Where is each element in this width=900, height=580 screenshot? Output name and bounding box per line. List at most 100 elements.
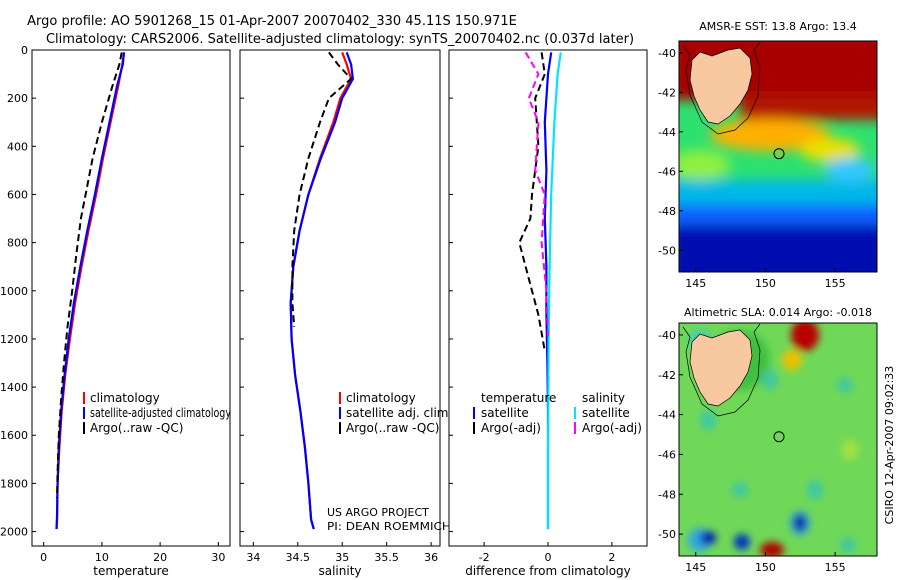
legend-label-satellite: satellite-adjusted climatology [90,406,231,420]
legend-label-argo: Argo(..raw -QC) [346,421,439,435]
credit-pi: PI: DEAN ROEMMICH [327,520,451,533]
x-tick-label: 0 [545,551,552,564]
x-tick-label: 34 [246,551,260,564]
temperature-x-label: temperature [93,564,168,578]
legend-label-argo: Argo(..raw -QC) [90,421,183,435]
sst-lat-axis: -40 -42 -44 -46 -48 -50 [658,47,683,257]
difference-x-label: difference from climatology [465,564,631,578]
sla-map-panel: Altimetric SLA: 0.014 Argo: -0.018 [658,306,878,574]
y-tick-label: 1600 [0,429,28,442]
lon-tick-label: 150 [755,277,776,290]
sla-map-frame [678,322,878,557]
sst-map-title: AMSR-E SST: 13.8 Argo: 13.4 [699,20,857,33]
sst-lon-axis: 145 150 155 [685,268,846,290]
lon-tick-label: 145 [685,561,706,574]
lon-tick-label: 145 [685,277,706,290]
x-tick-label: 10 [95,551,109,564]
lat-tick-label: -50 [658,528,676,541]
legend-label-climatology: climatology [90,391,160,405]
figure-title-line1: Argo profile: AO 5901268_15 01-Apr-2007 … [27,14,517,29]
x-tick-label: 20 [153,551,167,564]
sla-lat-axis: -40 -42 -44 -46 -48 -50 [658,329,683,541]
sst-profile-marker [773,148,785,160]
series-line-argo-raw-qc [56,52,123,498]
difference-x-axis: -2 0 2 [479,542,615,564]
difference-y-axis [449,49,453,533]
y-tick-label: 600 [7,188,28,201]
x-tick-label: 35.5 [374,551,399,564]
x-tick-label: 36 [424,551,438,564]
lon-tick-label: 150 [755,561,776,574]
lat-tick-label: -40 [658,47,676,60]
lat-tick-label: -46 [658,448,676,461]
salinity-lines [289,51,355,530]
salinity-y-axis [240,49,244,533]
legend-label-temp-satellite: satellite [481,406,529,420]
y-tick-label: 1000 [0,285,28,298]
credit-project: US ARGO PROJECT [327,506,429,519]
salinity-x-axis: 34 34.5 35 35.5 36 [246,542,438,564]
series-line-argo-raw-qc [291,51,353,327]
x-tick-label: 0 [40,551,47,564]
temperature-lines [55,52,126,530]
temperature-legend: climatology satellite-adjusted climatolo… [83,391,231,435]
lon-tick-label: 155 [825,561,846,574]
series-line-salinity-argo-adj [524,51,549,339]
bathymetry-contour [682,41,761,135]
lat-tick-label: -42 [658,369,676,382]
legend-label-climatology: climatology [346,391,416,405]
legend-label-sal-argo: Argo(-adj) [582,421,642,435]
legend-heading-salinity: salinity [582,391,625,405]
bathymetry-contour [682,323,761,417]
temperature-x-axis: 0 10 20 30 [40,542,225,564]
x-tick-label: 2 [608,551,615,564]
difference-panel: -2 0 2 difference from climatology tempera… [448,49,648,578]
temperature-axes [31,49,231,547]
y-tick-label: 1400 [0,381,28,394]
tasmania-landmass [689,329,753,407]
lat-tick-label: -48 [658,205,676,218]
x-tick-label: 34.5 [286,551,311,564]
y-tick-label: 0 [21,44,28,57]
sla-map-title: Altimetric SLA: 0.014 Argo: -0.018 [684,306,872,319]
lat-tick-label: -50 [658,244,676,257]
series-line-salinity-satellite [546,52,562,530]
legend-heading-temperature: temperature [481,391,556,405]
legend-label-satellite: satellite adj. clim. [346,406,452,420]
legend-label-temp-argo: Argo(-adj) [481,421,541,435]
x-tick-label: 35 [335,551,349,564]
x-tick-label: -2 [479,551,490,564]
lat-tick-label: -48 [658,488,676,501]
difference-legend: temperature satellite Argo(-adj) salinit… [473,391,642,435]
series-line-temperature-argo-adj [518,52,546,352]
lat-tick-label: -44 [658,409,676,422]
y-tick-label: 200 [7,92,28,105]
sla-profile-marker [773,431,785,443]
lon-tick-label: 155 [825,277,846,290]
y-tick-label: 2000 [0,526,28,539]
y-tick-label: 800 [7,237,28,250]
timestamp-stamp: CSIRO 12-Apr-2007 09:02:33 [883,366,896,525]
sst-field [679,41,877,272]
sla-field [679,323,877,556]
difference-lines [518,51,562,530]
salinity-panel: 34 34.5 35 35.5 36 salinity climatology sate… [239,49,452,578]
salinity-axes [239,49,441,547]
lat-tick-label: -44 [658,126,676,139]
tasmania-landmass [689,47,753,125]
x-tick-label: 30 [211,551,225,564]
sst-map-frame [678,40,878,273]
sst-map-panel: AMSR-E SST: 13.8 Argo: 13.4 -40 -42 -44 -46… [658,20,878,290]
y-tick-label: 400 [7,140,28,153]
temperature-y-axis: 0 200 400 600 800 1000 1200 1400 1600 1800 2000 [0,44,36,539]
lat-tick-label: -40 [658,329,676,342]
temperature-panel: 0 200 400 600 800 1000 1200 1400 1600 1800 2000 0 1… [0,44,231,578]
figure-title-line2: Climatology: CARS2006. Satellite-adjuste… [46,32,634,47]
y-tick-label: 1800 [0,477,28,490]
salinity-x-label: salinity [318,564,361,578]
salinity-legend: climatology satellite adj. clim. Argo(..… [339,391,452,435]
sla-lon-axis: 145 150 155 [685,552,846,574]
lat-tick-label: -46 [658,165,676,178]
legend-label-sal-satellite: satellite [582,406,630,420]
